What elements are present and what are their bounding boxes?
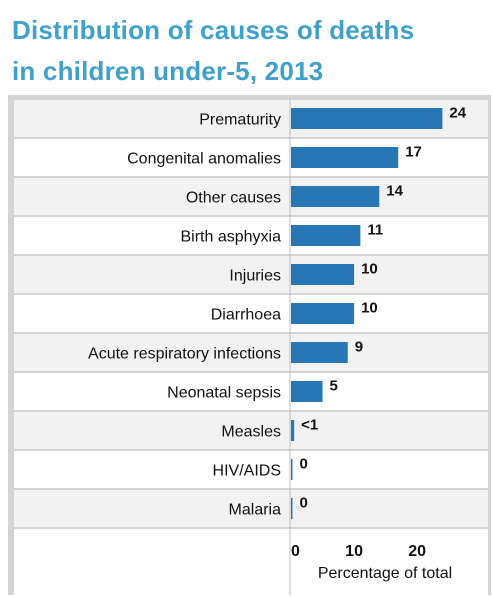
title-line-2: in children under-5, 2013 (12, 56, 324, 86)
x-tick-label: 0 (291, 543, 300, 560)
value-label: 17 (405, 144, 422, 161)
value-label: 24 (449, 105, 466, 122)
category-row (14, 217, 488, 254)
value-label: 11 (367, 222, 383, 239)
category-label: Birth asphyxia (181, 229, 282, 246)
category-row (14, 178, 488, 215)
bar (291, 108, 443, 129)
axis-row (14, 529, 488, 595)
x-tick-label: 20 (408, 543, 426, 560)
category-row (14, 256, 488, 293)
chart-title: Distribution of causes of deaths in chil… (12, 10, 488, 92)
title-line-1: Distribution of causes of deaths (12, 15, 415, 45)
category-label: Injuries (229, 268, 281, 285)
bar (291, 381, 323, 402)
value-label: 0 (300, 495, 308, 512)
category-row (14, 334, 488, 371)
category-label: Prematurity (199, 112, 281, 129)
bar (291, 186, 380, 207)
category-row (14, 490, 488, 527)
bar (291, 420, 295, 441)
category-row (14, 373, 488, 410)
value-label: 5 (330, 378, 338, 395)
value-label: 0 (300, 456, 308, 473)
bar (291, 303, 355, 324)
category-label: Other causes (186, 190, 281, 207)
x-tick-label: 10 (345, 543, 363, 560)
bar (291, 459, 293, 480)
category-row (14, 139, 488, 176)
bar (291, 225, 361, 246)
value-label: 14 (386, 183, 403, 200)
category-row (14, 451, 488, 488)
category-label: Neonatal sepsis (167, 385, 281, 402)
value-label: 10 (361, 300, 378, 317)
value-label: 9 (355, 339, 363, 356)
category-label: Malaria (229, 502, 282, 519)
value-label: <1 (301, 417, 318, 434)
category-label: Measles (221, 424, 281, 441)
bar (291, 342, 348, 363)
category-label: Acute respiratory infections (88, 346, 281, 363)
bar (291, 147, 399, 168)
category-label: Congenital anomalies (127, 151, 281, 168)
x-axis-label: Percentage of total (318, 565, 452, 582)
bar (291, 264, 355, 285)
category-label: Diarrhoea (211, 307, 281, 324)
category-label: HIV/AIDS (213, 463, 281, 480)
value-label: 10 (361, 261, 378, 278)
category-row (14, 412, 488, 449)
bar (291, 498, 293, 519)
category-row (14, 295, 488, 332)
